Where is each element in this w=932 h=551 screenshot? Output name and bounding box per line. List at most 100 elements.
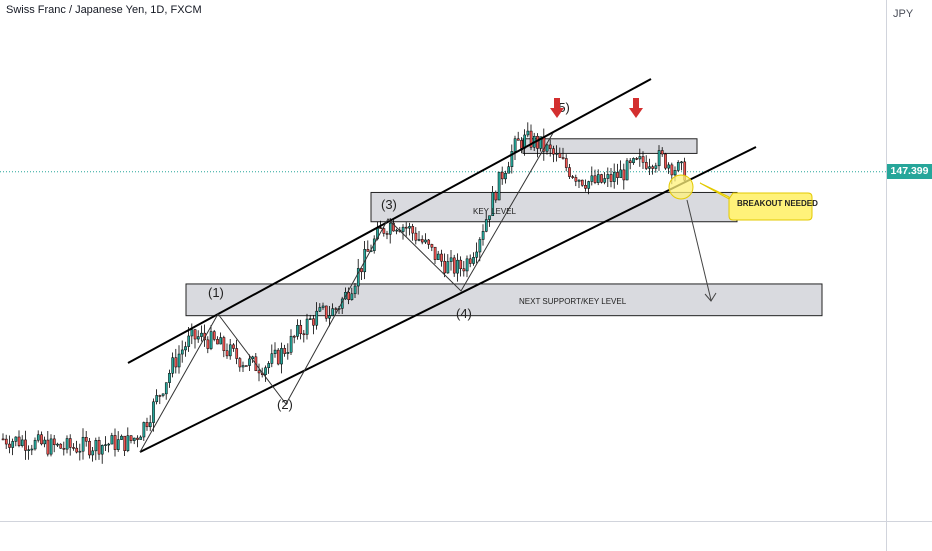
red-arrow-1-icon xyxy=(550,98,564,118)
candle xyxy=(644,155,648,171)
candle xyxy=(254,353,258,372)
wave-label-1: (1) xyxy=(208,285,224,300)
candle xyxy=(433,246,437,265)
candle xyxy=(270,344,274,368)
candle xyxy=(14,436,18,447)
candle xyxy=(449,250,453,271)
candle xyxy=(593,169,597,185)
time-axis[interactable] xyxy=(0,521,886,551)
candle xyxy=(427,238,431,249)
candle xyxy=(516,131,520,141)
candle xyxy=(552,145,555,163)
candle xyxy=(75,440,79,454)
symbol-title: Swiss Franc / Japanese Yen, 1D, FXCM xyxy=(6,4,202,16)
candle xyxy=(4,434,8,449)
candle xyxy=(574,174,578,187)
candle xyxy=(184,341,187,357)
candle xyxy=(318,303,322,313)
candle xyxy=(315,302,319,330)
candle xyxy=(628,158,632,170)
candle xyxy=(94,437,98,461)
candle xyxy=(59,443,63,449)
candle xyxy=(564,154,568,172)
price-axis[interactable] xyxy=(886,0,932,521)
candle xyxy=(155,389,159,405)
candle xyxy=(27,445,31,460)
candle xyxy=(46,431,50,457)
candle xyxy=(148,415,152,432)
breakout-callout-box[interactable] xyxy=(699,182,813,221)
candle xyxy=(289,329,293,355)
candle xyxy=(580,179,584,187)
projection-arrow-line[interactable] xyxy=(686,199,712,301)
candle xyxy=(638,148,642,167)
candle xyxy=(276,348,280,366)
candle xyxy=(20,435,24,448)
candle xyxy=(350,287,354,301)
candle xyxy=(56,442,59,447)
candle xyxy=(571,174,575,179)
candle xyxy=(292,334,296,344)
wave-label-4: (4) xyxy=(456,306,472,321)
candle xyxy=(328,306,331,327)
candle xyxy=(676,160,680,172)
candle xyxy=(513,135,517,160)
candle xyxy=(97,436,101,460)
candle xyxy=(651,164,655,175)
candle xyxy=(500,166,504,185)
candle xyxy=(596,169,600,186)
candle xyxy=(248,354,251,371)
elliott-wave-path[interactable] xyxy=(139,132,554,453)
candle xyxy=(312,314,315,335)
candle xyxy=(452,254,456,277)
candle xyxy=(545,142,549,155)
breakout-highlight-circle[interactable] xyxy=(668,174,694,200)
candle xyxy=(529,124,533,151)
candle xyxy=(193,328,197,349)
candle xyxy=(219,332,223,345)
candle xyxy=(264,365,267,382)
candle xyxy=(660,147,664,157)
candle xyxy=(641,151,645,169)
red-arrow-2-icon xyxy=(629,98,643,118)
price-zone[interactable] xyxy=(185,283,823,317)
projection-arrow-head xyxy=(704,292,717,302)
price-zone[interactable] xyxy=(522,138,698,154)
lower-channel-line[interactable] xyxy=(139,146,757,453)
candle xyxy=(168,369,171,388)
candle xyxy=(305,313,309,340)
candle xyxy=(126,427,130,453)
candle xyxy=(324,305,328,322)
wave-label-2: (2) xyxy=(277,397,293,412)
candle xyxy=(667,162,671,174)
candle xyxy=(1,433,5,441)
candle xyxy=(84,430,88,447)
candle xyxy=(430,243,434,252)
candle xyxy=(68,434,72,456)
candle xyxy=(404,222,408,237)
candle xyxy=(446,254,450,274)
candle xyxy=(40,431,43,446)
candle xyxy=(584,179,587,192)
candle xyxy=(104,436,107,452)
candle xyxy=(152,398,155,432)
candle xyxy=(632,157,635,165)
candle xyxy=(462,260,466,277)
candle xyxy=(228,338,232,360)
candle xyxy=(478,237,482,262)
candle xyxy=(30,444,34,456)
candle xyxy=(504,170,507,184)
candle xyxy=(299,319,303,340)
candle xyxy=(280,342,283,374)
candle xyxy=(241,361,245,372)
candle xyxy=(238,356,242,372)
candle xyxy=(235,339,239,365)
candle xyxy=(177,345,181,374)
candle xyxy=(24,430,27,460)
candle xyxy=(62,441,66,456)
candle xyxy=(139,435,143,440)
axis-corner xyxy=(886,521,932,551)
candle xyxy=(625,158,629,181)
candle xyxy=(132,437,136,445)
